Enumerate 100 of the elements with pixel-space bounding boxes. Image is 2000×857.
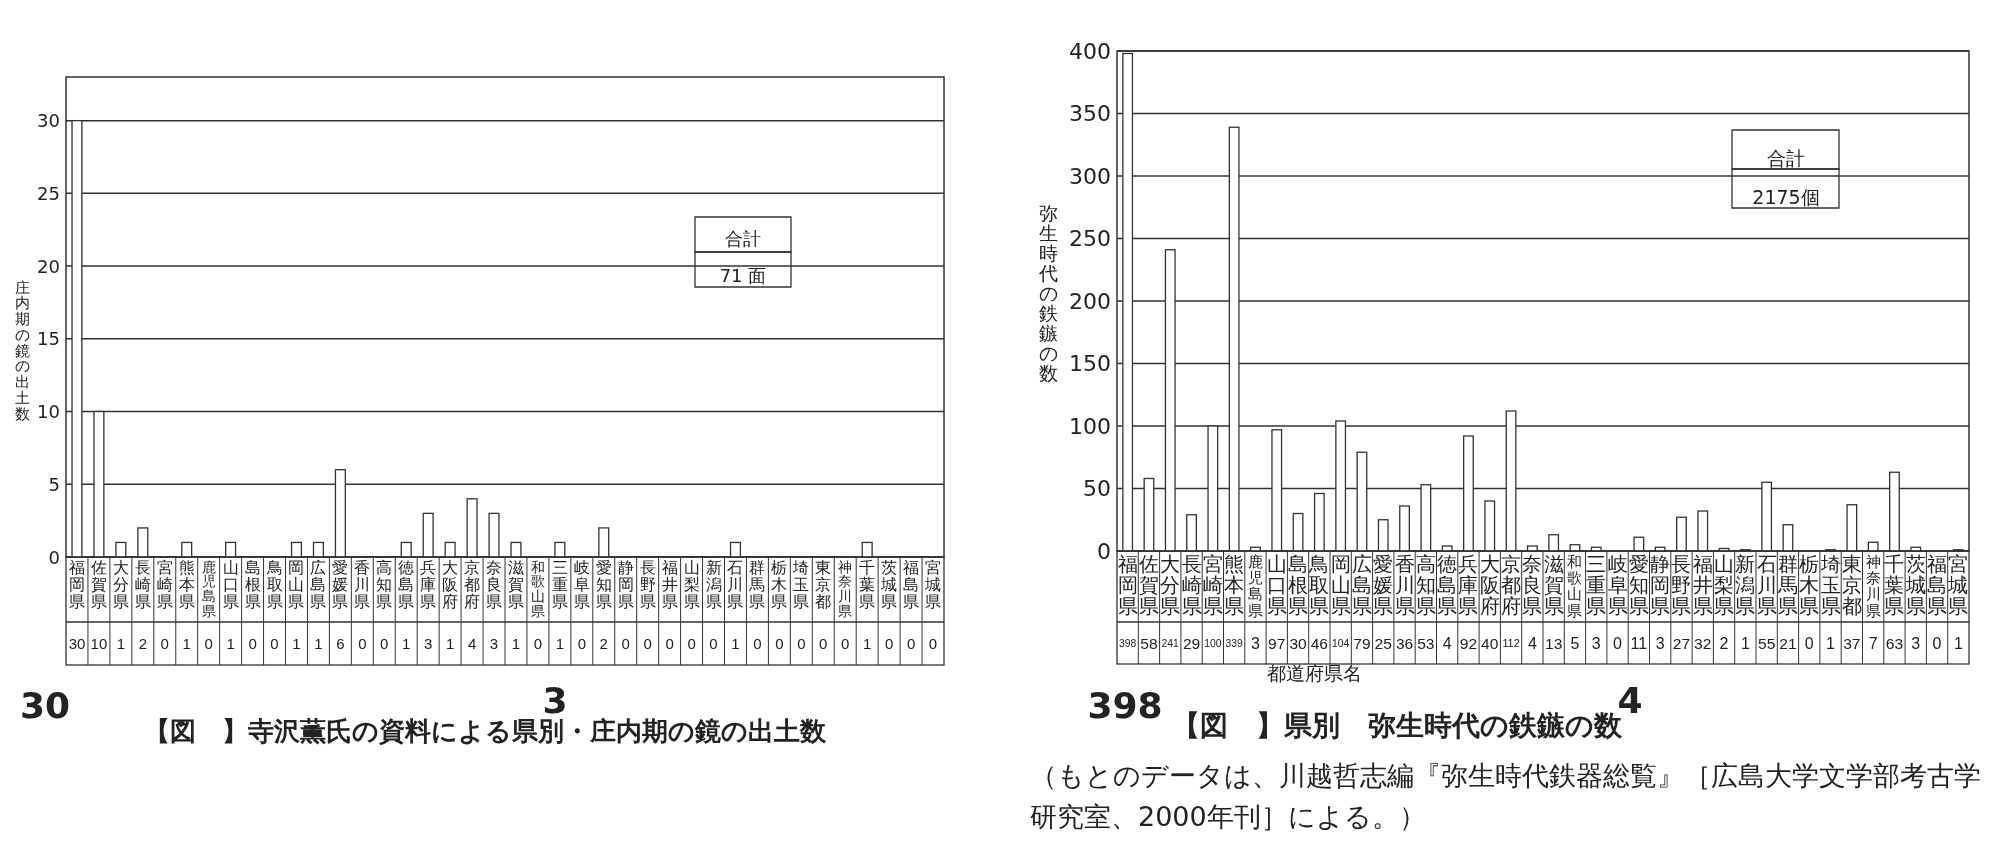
x-tick-label: 福井県 [1692, 552, 1713, 618]
data-label: 1 [182, 635, 191, 652]
x-tick-label: 福岡県 [1117, 552, 1138, 618]
text: 398 [1087, 684, 1163, 726]
x-tick-label: 愛知県 [1628, 552, 1649, 618]
x-tick-label: 石川県 [727, 558, 744, 611]
x-tick-label: 福井県 [661, 558, 678, 611]
x-tick-label: 岡山県 [1330, 552, 1351, 618]
x-tick-label: 埼玉県 [1819, 552, 1841, 618]
data-label: 0 [1932, 634, 1942, 652]
data-label: 1 [292, 635, 301, 652]
x-tick-label: 宮城県 [924, 558, 942, 611]
data-label: 0 [248, 635, 257, 652]
data-label: 11 [1630, 634, 1648, 652]
data-label: 1 [445, 635, 455, 652]
data-label: 0 [643, 635, 652, 652]
data-label: 3 [1655, 634, 1665, 652]
y-tick-label: 100 [1069, 413, 1111, 439]
x-tick-label: 山口県 [222, 558, 239, 611]
x-tick-label: 栃木県 [771, 558, 788, 611]
data-label: 0 [270, 635, 279, 652]
x-tick-label: 岐阜県 [573, 558, 590, 611]
y-tick-label: 5 [48, 473, 60, 495]
y-tick-label: 50 [1083, 476, 1111, 501]
data-label: 1 [731, 635, 740, 652]
data-label: 0 [160, 635, 169, 652]
data-label: 21 [1779, 634, 1797, 652]
text: （もとのデータは、川越哲志編『弥生時代鉄器総覧』［広島大学文学部考古学研究室、2000年刊］による。） [1030, 760, 1981, 832]
x-tick-label: 佐賀県 [1138, 552, 1159, 618]
data-label: 2 [599, 635, 608, 652]
data-label: 0 [358, 635, 367, 652]
x-tick-label: 滋賀県 [1543, 552, 1564, 618]
x-tick-label: 栃木県 [1799, 552, 1820, 618]
data-label: 37 [1843, 634, 1861, 652]
y-tick-label: 20 [37, 255, 60, 277]
x-tick-label: 三重県 [551, 558, 568, 611]
data-label: 0 [928, 635, 938, 652]
data-label: 3 [424, 635, 433, 652]
data-label: 0 [533, 635, 543, 652]
data-label: 0 [775, 635, 784, 652]
data-label: 0 [687, 635, 696, 652]
x-tick-label: 宮崎県 [1202, 552, 1223, 618]
x-tick-label: 千葉県 [1884, 552, 1905, 618]
data-label: 100 [1204, 637, 1222, 649]
annotation: 合計 [725, 227, 761, 249]
data-label: 0 [906, 635, 916, 652]
data-label: 3 [1251, 634, 1260, 652]
x-tick-label: 東京都 [1841, 552, 1862, 618]
x-tick-label: 大分県 [1160, 552, 1181, 618]
x-tick-label: 岡山県 [288, 558, 305, 611]
x-tick-label: 愛媛県 [332, 558, 349, 611]
data-label: 63 [1885, 634, 1904, 652]
x-tick-label: 島根県 [1288, 552, 1309, 618]
x-tick-label: 東京都 [815, 558, 832, 611]
x-tick-label: 香川県 [354, 558, 371, 611]
data-label: 1 [1953, 634, 1963, 652]
x-tick-label: 愛媛県 [1373, 552, 1394, 618]
data-label: 4 [1527, 634, 1537, 652]
x-tick-label: 茨城県 [880, 558, 898, 611]
x-tick-label: 千葉県 [859, 558, 876, 611]
y-tick-label: 15 [37, 328, 60, 350]
y-tick-label: 300 [1069, 163, 1111, 189]
data-label: 104 [1332, 637, 1350, 649]
x-tick-label: 岐阜県 [1607, 552, 1628, 618]
data-label: 0 [884, 635, 894, 652]
data-label: 0 [819, 635, 828, 652]
x-tick-label: 島根県 [244, 558, 261, 611]
x-tick-label: 神奈川県 [1865, 552, 1881, 620]
y-tick-label: 200 [1069, 288, 1111, 314]
data-label: 3 [489, 635, 499, 652]
x-tick-label: 長野県 [639, 558, 656, 611]
x-tick-label: 静岡県 [617, 558, 634, 611]
x-tick-label: 山口県 [1266, 552, 1287, 618]
data-label: 27 [1672, 634, 1691, 652]
data-label: 0 [380, 635, 389, 652]
x-tick-label: 新潟県 [705, 558, 722, 611]
data-label: 1 [863, 635, 872, 652]
x-tick-label: 鳥取県 [1308, 552, 1330, 618]
x-tick-label: 徳島県 [398, 558, 415, 611]
data-label: 3 [1911, 634, 1921, 652]
y-tick-label: 30 [37, 110, 60, 132]
data-label: 1 [314, 635, 323, 652]
y-tick-label: 0 [48, 546, 60, 568]
annotation: 2175個 [1752, 186, 1820, 208]
data-label: 1 [1740, 634, 1750, 652]
x-tick-label: 鳥取県 [265, 558, 283, 611]
data-label: 30 [68, 635, 86, 652]
x-tick-label: 大阪府 [1479, 552, 1500, 618]
x-tick-label: 京都府 [1501, 552, 1522, 618]
x-tick-label: 長崎県 [134, 558, 151, 611]
data-label: 0 [577, 635, 586, 652]
x-tick-label: 群馬県 [1776, 552, 1798, 618]
x-tick-label: 宮崎県 [156, 558, 173, 611]
data-label: 46 [1310, 634, 1328, 652]
x-tick-label: 三重県 [1586, 552, 1607, 618]
data-label: 32 [1694, 634, 1712, 652]
x-tick-label: 石川県 [1756, 552, 1777, 618]
data-label: 1 [1826, 634, 1836, 652]
data-label: 1 [511, 635, 521, 652]
x-tick-label: 大阪府 [442, 558, 459, 611]
